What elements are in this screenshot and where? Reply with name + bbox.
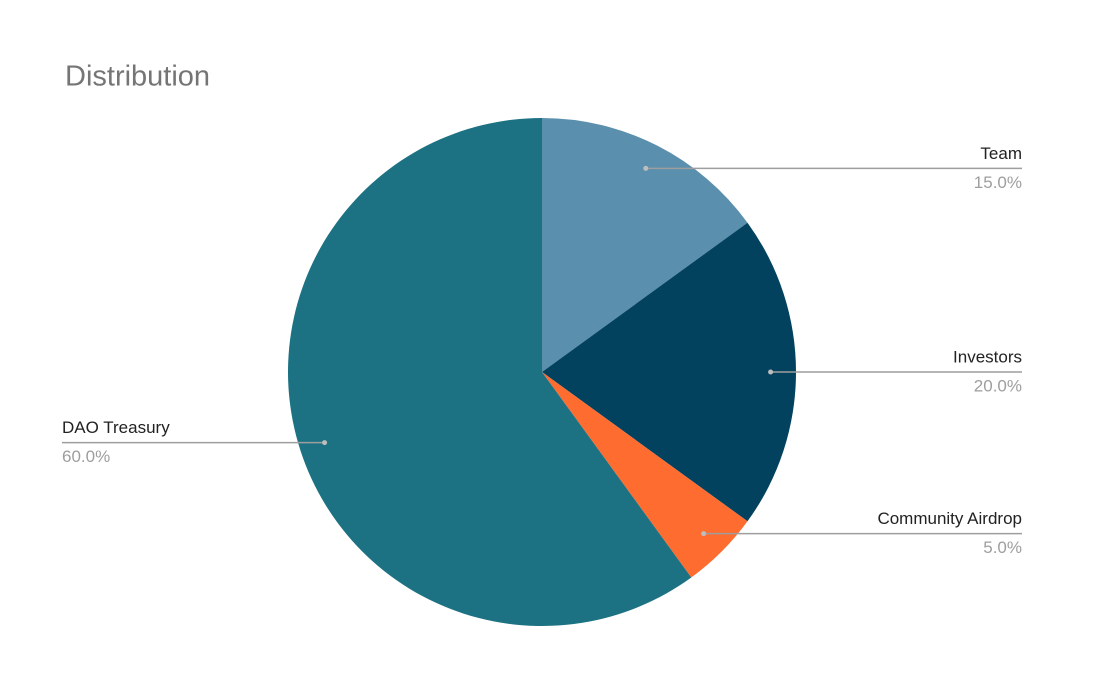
slice-value-label: 60.0% — [62, 447, 110, 466]
slice-value-label: 5.0% — [983, 538, 1022, 557]
pie-slice — [287, 118, 692, 626]
slice-label: Community Airdrop — [877, 509, 1022, 528]
slice-label: DAO Treasury — [62, 418, 170, 437]
leader-dot — [322, 440, 328, 446]
chart-title: Distribution — [65, 61, 210, 93]
slice-label: Investors — [953, 347, 1022, 366]
leader-dot — [643, 165, 649, 171]
pie-slice — [542, 118, 748, 372]
slice-value-label: 15.0% — [974, 173, 1022, 192]
pie-slice — [542, 372, 748, 578]
leader-dot — [768, 369, 774, 375]
slice-label: Team — [980, 144, 1022, 163]
leader-dot — [701, 531, 707, 537]
pie-slice — [542, 222, 796, 522]
slice-value-label: 20.0% — [974, 376, 1022, 395]
